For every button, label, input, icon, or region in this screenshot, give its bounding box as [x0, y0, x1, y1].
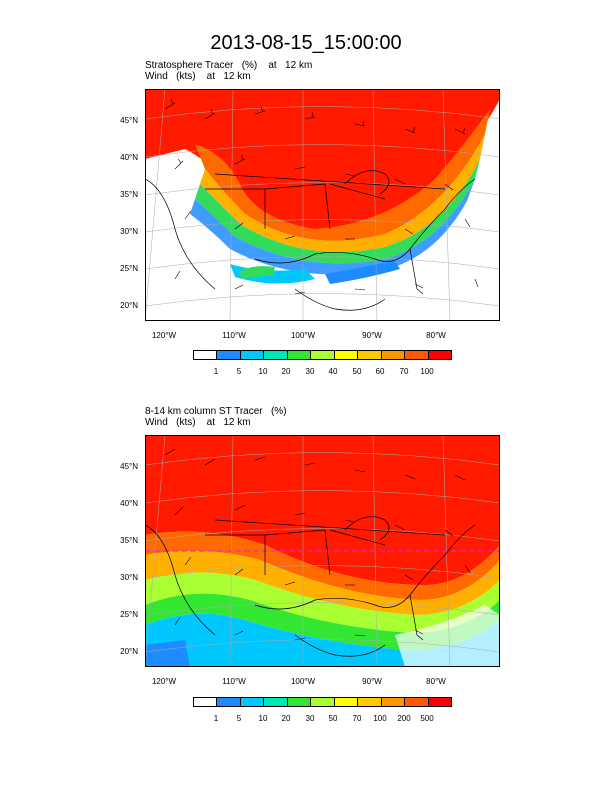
panel2-cb-label: 5 — [236, 714, 242, 723]
panel2-subtitle-1: 8-14 km column ST Tracer (%) — [145, 406, 287, 417]
panel1-cb-label: 60 — [375, 367, 385, 376]
panel1-lon-110: 110°W — [222, 331, 246, 340]
panel2-lon-80: 80°W — [426, 677, 446, 686]
panel1-lat-30: 30°N — [120, 227, 138, 236]
panel2-lat-25: 25°N — [120, 610, 138, 619]
panel1-cb-label: 10 — [258, 367, 268, 376]
panel2-map — [145, 435, 500, 667]
panel2-lat-35: 35°N — [120, 536, 138, 545]
panel2-subtitle-2: Wind (kts) at 12 km — [145, 417, 251, 428]
panel1-cb-label: 30 — [305, 367, 315, 376]
panel1-lat-20: 20°N — [120, 301, 138, 310]
panel1-lat-35: 35°N — [120, 190, 138, 199]
panel1-lat-40: 40°N — [120, 153, 138, 162]
panel2-lat-30: 30°N — [120, 573, 138, 582]
panel1-subtitle-1: Stratosphere Tracer (%) at 12 km — [145, 60, 313, 71]
panel2-cb-label: 500 — [420, 714, 434, 723]
panel2-cb-label: 200 — [397, 714, 411, 723]
panel1-cb-label: 5 — [236, 367, 242, 376]
panel1-lon-120: 120°W — [151, 331, 177, 340]
panel2-cb-label: 20 — [281, 714, 291, 723]
page-title: 2013-08-15_15:00:00 — [210, 32, 402, 54]
panel1-cb-label: 1 — [213, 367, 219, 376]
panel1-lon-80: 80°W — [426, 331, 446, 340]
panel1-colorbar — [193, 350, 452, 360]
panel2-lon-100: 100°W — [290, 677, 316, 686]
panel2-lat-20: 20°N — [120, 647, 138, 656]
panel2-cb-label: 70 — [352, 714, 362, 723]
panel2-lon-90: 90°W — [362, 677, 382, 686]
panel1-subtitle-2: Wind (kts) at 12 km — [145, 71, 251, 82]
panel2-cb-label: 1 — [213, 714, 219, 723]
panel1-lat-25: 25°N — [120, 264, 138, 273]
panel1-lat-45: 45°N — [120, 116, 138, 125]
panel1-lon-100: 100°W — [290, 331, 316, 340]
panel2-lon-110: 110°W — [222, 677, 246, 686]
panel1-map — [145, 89, 500, 321]
panel2-cb-label: 30 — [305, 714, 315, 723]
panel2-colorbar — [193, 697, 452, 707]
panel1-cb-label: 20 — [281, 367, 291, 376]
panel2-cb-label: 100 — [373, 714, 387, 723]
panel1-cb-label: 70 — [399, 367, 409, 376]
panel1-cb-label: 50 — [352, 367, 362, 376]
panel1-cb-label: 40 — [328, 367, 338, 376]
panel2-lat-40: 40°N — [120, 499, 138, 508]
panel2-cb-label: 50 — [328, 714, 338, 723]
panel1-cb-label: 100 — [420, 367, 434, 376]
panel2-cb-label: 10 — [258, 714, 268, 723]
panel1-lon-90: 90°W — [362, 331, 382, 340]
panel2-lon-120: 120°W — [151, 677, 177, 686]
panel2-lat-45: 45°N — [120, 462, 138, 471]
